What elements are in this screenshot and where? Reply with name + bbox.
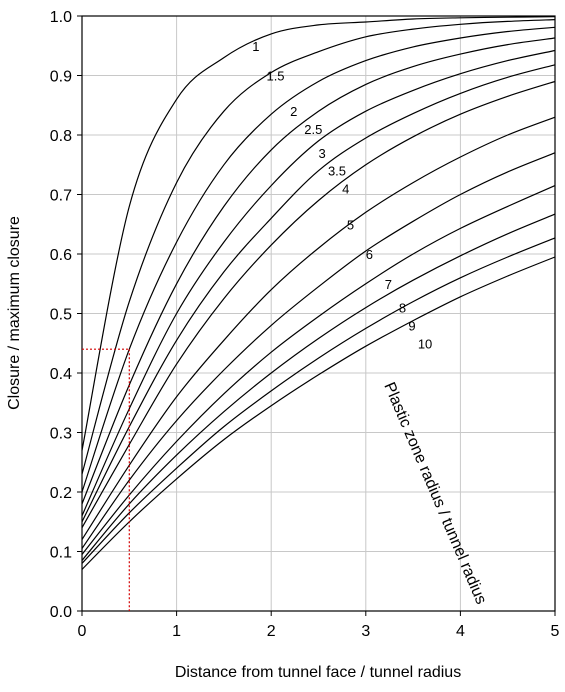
- curve-8: [81, 213, 556, 561]
- y-tick-label: 0.9: [50, 69, 72, 86]
- curve-4: [81, 80, 556, 528]
- y-tick-label: 0.8: [50, 128, 72, 145]
- y-tick-label: 1.0: [50, 9, 72, 26]
- curve-family-annotation: Plastic zone radius / tunnel radius: [380, 380, 489, 607]
- curve-label: 1: [252, 39, 259, 54]
- tick-labels: 0 1 2 3 4 5 0.0 0.1 0.2 0.3 0.4 0.5 0.6 0.7 0.8 0.9 1.0: [50, 9, 560, 640]
- y-tick-label: 0.6: [50, 247, 72, 264]
- x-tick-label: 0: [78, 623, 87, 640]
- curves: [81, 16, 556, 570]
- curve-label: 6: [366, 247, 373, 262]
- curve-6: [81, 152, 556, 549]
- y-tick-label: 0.4: [50, 366, 72, 383]
- curve-label: 4: [342, 182, 349, 197]
- curve-5: [81, 116, 556, 540]
- y-tick-label: 0.0: [50, 604, 72, 621]
- curve-7: [81, 185, 556, 555]
- curve-3-5: [81, 64, 556, 523]
- curve-label: 10: [418, 336, 432, 351]
- x-tick-label: 1: [172, 623, 181, 640]
- x-tick-label: 4: [456, 623, 465, 640]
- x-axis-label: Distance from tunnel face / tunnel radiu…: [175, 664, 461, 681]
- curve-3: [81, 49, 556, 517]
- curve-label: 1.5: [266, 69, 284, 84]
- reference-lines: [82, 348, 130, 611]
- y-tick-label: 0.7: [50, 188, 72, 205]
- curve-label: 3: [319, 146, 326, 161]
- x-tick-label: 5: [551, 623, 560, 640]
- curve-2-5: [81, 37, 556, 505]
- curve-label: 8: [399, 301, 406, 316]
- curve-label: 9: [408, 318, 415, 333]
- curve-1: [81, 16, 556, 451]
- curve-label: 7: [385, 277, 392, 292]
- x-tick-label: 3: [361, 623, 370, 640]
- x-tick-label: 2: [267, 623, 276, 640]
- curve-10: [81, 256, 556, 570]
- y-tick-label: 0.2: [50, 485, 72, 502]
- curve-label: 3.5: [328, 164, 346, 179]
- curve-9: [81, 237, 556, 564]
- curve-label: 2.5: [304, 122, 322, 137]
- curve-label: 5: [347, 217, 354, 232]
- y-axis-label: Closure / maximum closure: [6, 216, 23, 410]
- y-tick-label: 0.1: [50, 545, 72, 562]
- curve-2: [81, 26, 556, 493]
- y-tick-label: 0.5: [50, 307, 72, 324]
- curve-label: 2: [290, 104, 297, 119]
- y-tick-label: 0.3: [50, 426, 72, 443]
- curve-1-5: [81, 19, 556, 475]
